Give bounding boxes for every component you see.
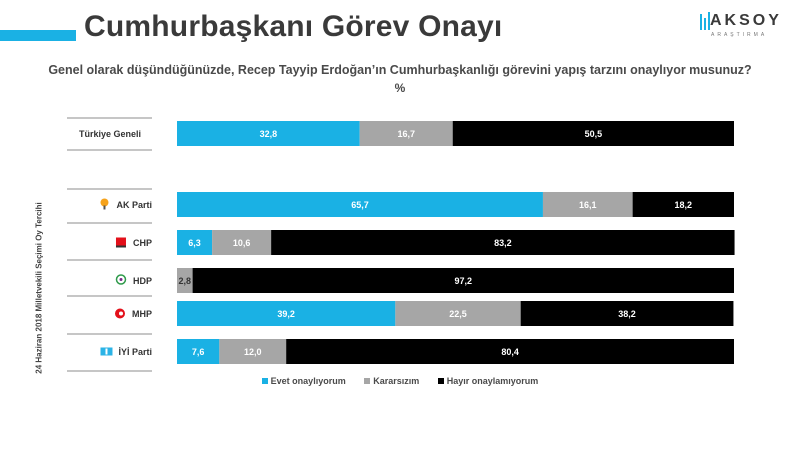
legend-item-kararsiz: Kararsızım <box>364 376 419 386</box>
data-label-evet-onayliyorum-mhp: 39,2 <box>277 309 295 319</box>
data-label-kararsizim-ak-parti: 16,1 <box>579 200 597 210</box>
legend-item-evet: Evet onaylıyorum <box>261 376 346 386</box>
chp-logo-icon <box>115 237 126 248</box>
bar-evet-onayliyorum-mhp <box>177 301 396 326</box>
category-label-i-yi-parti: İYİ Parti <box>118 347 152 357</box>
bar-kararsizim-ak-parti <box>542 192 633 217</box>
bar-kararsizim-chp <box>212 230 272 255</box>
aksoy-logo: AKSOY ARAŞTIRMA <box>700 12 790 42</box>
akp-logo-icon-part <box>103 205 106 210</box>
legend-label-hayir: Hayır onaylamıyorum <box>446 376 539 386</box>
legend-item-hayir: Hayır onaylamıyorum <box>437 376 539 386</box>
bar-kararsizim-mhp <box>395 301 521 326</box>
legend-swatch-evet <box>261 378 268 384</box>
data-label-kararsizim-hdp: 2,8 <box>179 276 192 286</box>
bar-hayir-onaylamiyorum-mhp <box>520 301 734 326</box>
data-label-hayir-onaylamiyorum-hdp: 97,2 <box>455 276 473 286</box>
data-label-kararsizim-i-yi-parti: 12,0 <box>244 347 262 357</box>
category-label-mhp: MHP <box>132 309 152 319</box>
akp-logo-icon-part <box>100 198 109 207</box>
bar-hayir-onaylamiyorum-ak-parti <box>632 192 734 217</box>
bar-kararsizim-hdp <box>177 268 193 293</box>
bar-kararsizim-turkiye-geneli <box>359 121 453 146</box>
iyi-logo-icon-part <box>105 348 108 355</box>
data-label-kararsizim-chp: 10,6 <box>233 238 251 248</box>
bar-hayir-onaylamiyorum-hdp <box>192 268 734 293</box>
data-label-kararsizim-turkiye-geneli: 16,7 <box>397 129 415 139</box>
hdp-logo-icon-part <box>115 274 127 285</box>
data-label-hayir-onaylamiyorum-mhp: 38,2 <box>618 309 636 319</box>
bar-hayir-onaylamiyorum-turkiye-geneli <box>452 121 734 146</box>
bar-kararsizim-i-yi-parti <box>219 339 287 364</box>
logo-subtitle: ARAŞTIRMA <box>711 32 768 38</box>
mhp-logo-icon-part <box>119 311 123 316</box>
bar-hayir-onaylamiyorum-chp <box>271 230 735 255</box>
data-label-hayir-onaylamiyorum-chp: 83,2 <box>494 238 512 248</box>
data-label-evet-onayliyorum-turkiye-geneli: 32,8 <box>260 129 278 139</box>
category-label-hdp: HDP <box>133 276 152 286</box>
logo-mark-icon <box>700 12 710 30</box>
akp-logo-icon <box>100 198 109 210</box>
legend-label-kararsiz: Kararsızım <box>373 376 420 386</box>
category-label-chp: CHP <box>133 238 152 248</box>
category-label-turkiye-geneli: Türkiye Geneli <box>79 129 141 139</box>
data-label-evet-onayliyorum-ak-parti: 65,7 <box>351 200 369 210</box>
data-label-hayir-onaylamiyorum-i-yi-parti: 80,4 <box>501 347 519 357</box>
accent-bar <box>0 30 76 41</box>
iyi-logo-icon <box>100 347 113 356</box>
chp-logo-icon-part <box>115 245 126 248</box>
bar-evet-onayliyorum-chp <box>177 230 213 255</box>
bar-evet-onayliyorum-i-yi-parti <box>177 339 220 364</box>
data-label-kararsizim-mhp: 22,5 <box>449 309 467 319</box>
unit-label: % <box>394 81 406 95</box>
hdp-logo-icon-part <box>119 278 123 281</box>
survey-question: Genel olarak düşündüğünüzde, Recep Tayyi… <box>48 63 752 77</box>
data-label-hayir-onaylamiyorum-ak-parti: 18,2 <box>675 200 693 210</box>
bar-evet-onayliyorum-ak-parti <box>177 192 543 217</box>
data-label-evet-onayliyorum-chp: 6,3 <box>188 238 201 248</box>
legend-swatch-kararsiz <box>364 378 371 384</box>
category-label-ak-parti: AK Parti <box>116 200 152 210</box>
page-title: Cumhurbaşkanı Görev Onayı <box>84 10 503 43</box>
legend: Evet onaylıyorum Kararsızım Hayır onayla… <box>0 376 800 386</box>
legend-swatch-hayir <box>437 378 444 384</box>
mhp-logo-icon <box>115 308 125 319</box>
bar-evet-onayliyorum-turkiye-geneli <box>177 121 360 146</box>
data-label-evet-onayliyorum-i-yi-parti: 7,6 <box>192 347 205 357</box>
legend-label-evet: Evet onaylıyorum <box>270 376 346 386</box>
data-label-hayir-onaylamiyorum-turkiye-geneli: 50,5 <box>585 129 603 139</box>
hdp-logo-icon <box>115 274 127 285</box>
bar-hayir-onaylamiyorum-i-yi-parti <box>286 339 734 364</box>
logo-name: AKSOY <box>710 12 782 29</box>
chp-logo-icon-part <box>115 237 126 246</box>
